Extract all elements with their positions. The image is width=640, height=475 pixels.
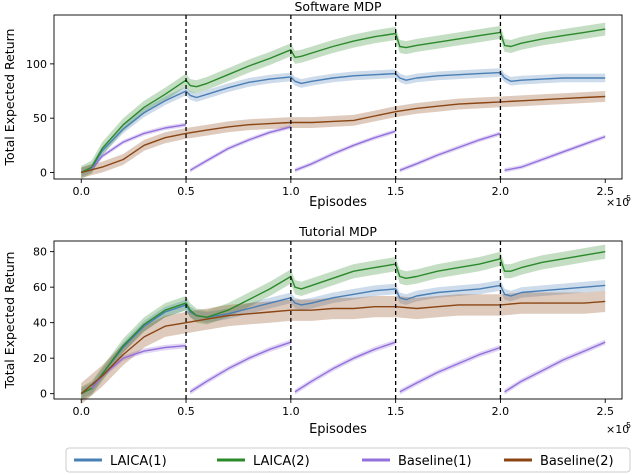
x-multiplier-label: ×10 <box>606 196 629 209</box>
x-tick-label: 1.5 <box>387 405 405 418</box>
y-tick-label: 60 <box>33 281 47 294</box>
series-band-2-0 <box>91 122 186 172</box>
series-band-2-3 <box>399 344 501 395</box>
x-tick-label: 1.5 <box>387 185 405 198</box>
x-multiplier-exponent: 5 <box>626 421 631 430</box>
series-line-2-2 <box>294 130 396 171</box>
legend-box <box>65 447 631 473</box>
x-tick-label: 1.0 <box>282 405 300 418</box>
series-line-0-0 <box>80 284 606 395</box>
legend-label-1: LAICA(2) <box>253 454 310 469</box>
series-band-1-0 <box>81 22 606 179</box>
x-tick-label: 2.0 <box>492 185 510 198</box>
y-tick-label: 0 <box>40 166 47 179</box>
x-tick-label: 2.0 <box>492 405 510 418</box>
x-multiplier-label: ×10 <box>606 423 629 436</box>
legend-label-3: Baseline(2) <box>540 454 614 469</box>
series-band-2-1 <box>190 339 291 395</box>
series-band-2-2 <box>295 339 396 395</box>
series-line-2-1 <box>189 341 292 393</box>
y-axis-label: Total Expected Return <box>2 252 17 390</box>
series-line-2-4 <box>504 341 606 393</box>
y-tick-label: 100 <box>26 58 47 71</box>
software-mdp-chart: 0.0 0.5 1.0 1.5 2.0 2.5 0 50 100 Software MDP Epis… <box>2 0 631 210</box>
x-tick-label: 2.5 <box>596 185 614 198</box>
y-axis-label: Total Expected Return <box>2 29 17 167</box>
y-tick-label: 50 <box>33 112 47 125</box>
x-axis-label: Episodes <box>309 195 367 210</box>
x-tick-label: 0.5 <box>177 185 195 198</box>
legend-label-2: Baseline(1) <box>398 454 472 469</box>
series-band-3-0 <box>81 290 606 405</box>
legend: LAICA(1) LAICA(2) Baseline(1) Baseline(2) <box>65 447 631 473</box>
plot-frame <box>53 14 623 180</box>
series-line-2-1 <box>189 126 291 171</box>
x-tick-label: 0.0 <box>72 405 90 418</box>
x-tick-label: 2.5 <box>596 405 614 418</box>
y-tick-label: 0 <box>40 388 47 401</box>
series-line-2-0 <box>91 124 187 170</box>
series-line-2-3 <box>399 346 501 393</box>
x-tick-label: 0.0 <box>72 185 90 198</box>
series-line-2-2 <box>294 341 396 393</box>
series-band-2-4 <box>504 134 606 173</box>
series-line-2-3 <box>399 132 501 171</box>
series-band-2-4 <box>504 339 606 395</box>
series-line-3-0 <box>81 95 606 174</box>
chart-title: Tutorial MDP <box>298 224 377 239</box>
series-line-3-0 <box>80 300 606 395</box>
plot-frame <box>53 240 623 400</box>
legend-label-0: LAICA(1) <box>110 454 167 469</box>
series-line-1-0 <box>80 28 606 174</box>
series-line-2-4 <box>504 135 606 171</box>
chart-title: Software MDP <box>294 0 381 14</box>
x-tick-label: 0.5 <box>177 405 195 418</box>
y-tick-label: 20 <box>33 352 47 365</box>
y-tick-label: 40 <box>33 317 47 330</box>
y-tick-label: 80 <box>33 246 47 259</box>
x-axis-label: Episodes <box>309 422 367 437</box>
series-band-0-0 <box>81 280 606 399</box>
series-band-0-0 <box>81 68 606 177</box>
x-multiplier-exponent: 5 <box>626 194 631 203</box>
series-line-0-0 <box>80 71 606 174</box>
series-line-1-0 <box>80 251 606 395</box>
tutorial-mdp-chart: 0.0 0.5 1.0 1.5 2.0 2.5 0 20 40 60 80 Tutorial MDP E… <box>2 224 631 437</box>
x-tick-label: 1.0 <box>282 185 300 198</box>
